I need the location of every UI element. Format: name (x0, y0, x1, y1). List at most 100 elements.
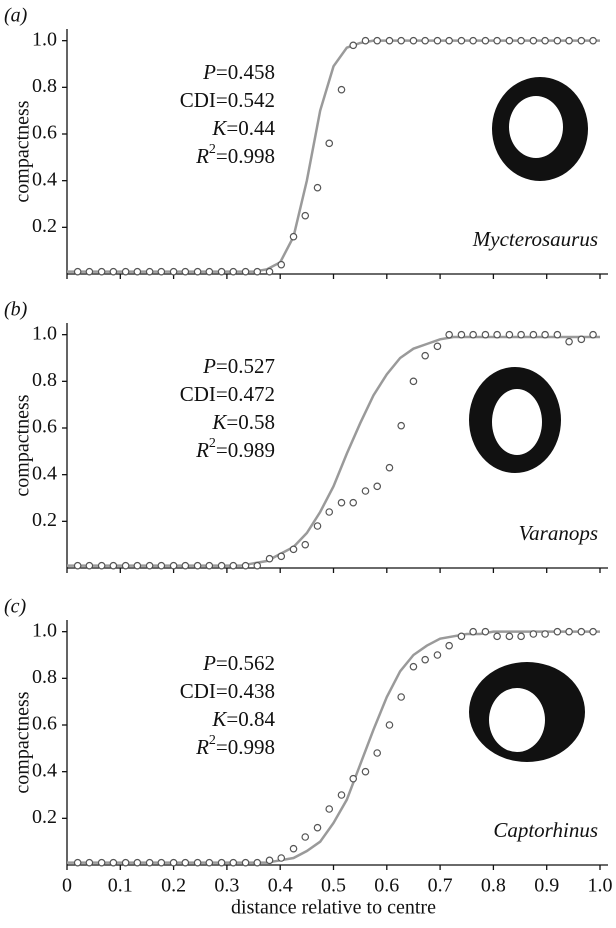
data-point (445, 330, 453, 339)
data-point (373, 36, 382, 45)
parameter-value: 0.998 (228, 144, 275, 168)
data-point (553, 36, 562, 45)
data-point (457, 330, 466, 339)
data-point (325, 805, 334, 813)
data-point (361, 767, 370, 776)
parameter-value: 0.542 (228, 88, 275, 112)
data-point (313, 823, 322, 832)
data-point (385, 721, 394, 729)
data-point (337, 791, 346, 799)
data-point (217, 858, 226, 867)
x-tick-label: 0.5 (321, 875, 346, 897)
data-point (133, 858, 142, 867)
data-point (181, 561, 190, 570)
data-point (493, 36, 501, 45)
parameter-superscript: 2 (209, 436, 216, 451)
fit-parameter: K=0.58 (211, 410, 275, 434)
data-point (469, 36, 477, 45)
data-point (121, 858, 130, 867)
data-point (589, 36, 597, 45)
data-point (241, 561, 250, 570)
fit-parameter: P=0.527 (202, 354, 275, 378)
data-point (421, 655, 429, 664)
data-point (517, 632, 525, 641)
parameter-name: R (195, 144, 209, 168)
y-tick-label: 0.2 (32, 509, 57, 531)
data-point (397, 693, 405, 701)
x-tick-label: 0.9 (534, 875, 559, 897)
parameter-name: P (202, 651, 216, 675)
parameter-superscript: 2 (209, 733, 216, 748)
data-point (529, 630, 538, 638)
data-point (169, 561, 178, 570)
panel-label: (a) (4, 5, 28, 27)
data-point (301, 833, 310, 841)
data-point (541, 330, 549, 339)
parameter-name: R (195, 735, 209, 759)
parameter-value: 0.998 (228, 735, 275, 759)
parameter-value: 0.58 (238, 410, 275, 434)
fit-parameter: R2=0.998 (195, 733, 275, 759)
y-tick-label: 0.8 (32, 369, 57, 391)
y-axis-label: compactness (12, 100, 34, 202)
data-point (457, 36, 466, 45)
fit-parameter: R2=0.998 (195, 142, 275, 168)
y-tick-label: 0.6 (32, 713, 57, 735)
data-point (505, 36, 514, 45)
data-point (205, 267, 214, 276)
data-point (409, 36, 418, 45)
data-point (241, 267, 250, 276)
parameter-sign: = (216, 60, 228, 84)
x-axis-label: distance relative to centre (231, 897, 436, 919)
y-tick-label: 0.8 (32, 666, 57, 688)
data-point (289, 844, 298, 853)
data-point (133, 267, 142, 276)
data-point (193, 561, 202, 570)
data-point (145, 858, 154, 867)
data-point (205, 858, 214, 867)
data-point (565, 337, 573, 346)
data-point (469, 330, 477, 339)
data-point (385, 36, 394, 45)
data-point (121, 561, 130, 570)
bone-section (469, 367, 561, 473)
data-point (457, 632, 466, 641)
parameter-sign: = (226, 410, 238, 434)
data-point (337, 498, 346, 507)
data-point (361, 487, 370, 495)
data-point (481, 330, 490, 339)
data-point (301, 211, 310, 220)
y-axis-label: compactness (12, 691, 34, 793)
data-point (217, 267, 226, 276)
data-point (145, 561, 154, 570)
data-point (481, 36, 490, 45)
x-tick-label: 0.2 (161, 875, 186, 897)
parameter-name: K (211, 410, 227, 434)
data-point (589, 627, 597, 636)
data-point (445, 36, 453, 45)
data-point (97, 561, 106, 570)
x-tick-label: 0 (62, 875, 72, 897)
data-point (277, 854, 286, 862)
fit-curve (67, 630, 600, 864)
data-point (97, 267, 106, 276)
data-point (73, 858, 82, 867)
data-point (553, 330, 562, 339)
data-point (493, 330, 501, 339)
x-tick-label: 1.0 (588, 875, 613, 897)
parameter-name: P (202, 354, 216, 378)
parameter-sign: = (216, 88, 228, 112)
species-label: Mycterosaurus (472, 227, 598, 251)
parameter-name: CDI (180, 88, 216, 112)
fit-parameter: K=0.44 (211, 116, 275, 140)
data-point (241, 858, 250, 867)
data-point (553, 627, 562, 636)
parameter-sign: = (216, 144, 228, 168)
parameter-sign: = (216, 382, 228, 406)
fit-parameter: K=0.84 (211, 707, 275, 731)
data-point (325, 139, 334, 148)
y-tick-label: 0.4 (32, 759, 57, 781)
data-point (85, 561, 94, 570)
parameter-sign: = (226, 707, 238, 731)
parameter-sign: = (216, 354, 228, 378)
